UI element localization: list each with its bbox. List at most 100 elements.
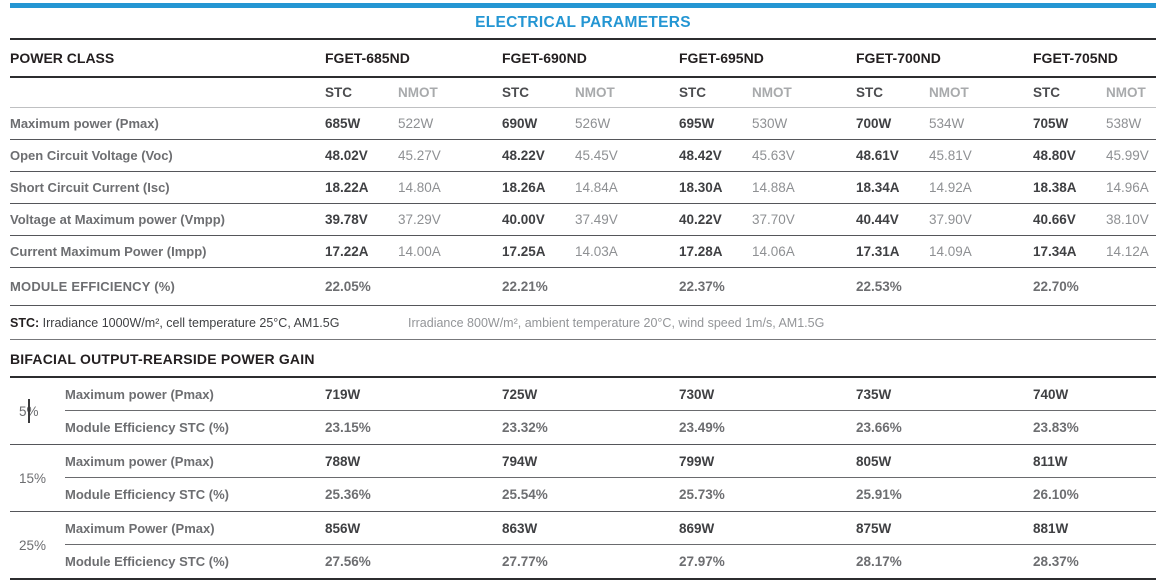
efficiency-value: 26.10% bbox=[1033, 487, 1079, 502]
stc-value: 48.80V bbox=[1033, 148, 1076, 163]
nmot-value: 538W bbox=[1106, 116, 1142, 131]
stc-value: 40.00V bbox=[502, 212, 545, 227]
table-row: Short Circuit Current (Isc) 18.22A 14.80… bbox=[10, 172, 1156, 204]
model-name: FGET-685ND bbox=[325, 50, 410, 66]
nmot-conditions-note: Irradiance 800W/m², ambient temperature … bbox=[408, 315, 825, 330]
nmot-header: NMOT bbox=[752, 85, 792, 100]
stc-value: 17.31A bbox=[856, 244, 900, 259]
efficiency-value: 28.17% bbox=[856, 554, 902, 569]
efficiency-value: 23.49% bbox=[679, 420, 725, 435]
stc-value: 18.34A bbox=[856, 180, 900, 195]
stc-value: 18.22A bbox=[325, 180, 369, 195]
row-label: Voltage at Maximum power (Vmpp) bbox=[10, 212, 226, 227]
stc-note-text: Irradiance 1000W/m², cell temperature 25… bbox=[39, 315, 340, 330]
nmot-value: 14.03A bbox=[575, 244, 618, 259]
pmax-value: 811W bbox=[1033, 454, 1068, 469]
efficiency-value: 27.56% bbox=[325, 554, 371, 569]
efficiency-value: 22.37% bbox=[679, 279, 725, 294]
nmot-value: 45.63V bbox=[752, 148, 795, 163]
efficiency-value: 25.91% bbox=[856, 487, 902, 502]
stc-value: 40.66V bbox=[1033, 212, 1076, 227]
bifacial-section-heading: BIFACIAL OUTPUT-REARSIDE POWER GAIN bbox=[10, 340, 1156, 378]
efficiency-value: 22.05% bbox=[325, 279, 371, 294]
pmax-value: 875W bbox=[856, 521, 892, 536]
stc-note-prefix: STC: bbox=[10, 315, 40, 330]
nmot-value: 45.45V bbox=[575, 148, 618, 163]
nmot-value: 38.10V bbox=[1106, 212, 1149, 227]
nmot-value: 45.99V bbox=[1106, 148, 1149, 163]
gain-label: 15% bbox=[10, 471, 65, 486]
datasheet-page: ELECTRICAL PARAMETERS POWER CLASS FGET-6… bbox=[0, 3, 1166, 580]
pmax-value: 881W bbox=[1033, 521, 1069, 536]
efficiency-value: 23.66% bbox=[856, 420, 902, 435]
row-label: Open Circuit Voltage (Voc) bbox=[10, 148, 173, 163]
conditions-footnote: STC: Irradiance 1000W/m², cell temperatu… bbox=[10, 306, 1156, 340]
accent-top-bar bbox=[10, 3, 1156, 8]
gain-value: 15% bbox=[19, 470, 47, 486]
efficiency-value: 27.77% bbox=[502, 554, 548, 569]
efficiency-value: 23.83% bbox=[1033, 420, 1079, 435]
stc-header: STC bbox=[502, 85, 529, 100]
nmot-value: 522W bbox=[398, 116, 434, 131]
pmax-value: 799W bbox=[679, 454, 715, 469]
pmax-value: 856W bbox=[325, 521, 361, 536]
nmot-header: NMOT bbox=[1106, 85, 1146, 100]
stc-value: 48.42V bbox=[679, 148, 722, 163]
nmot-value: 14.00A bbox=[398, 244, 441, 259]
pmax-value: 725W bbox=[502, 387, 538, 402]
module-efficiency-row: MODULE EFFICIENCY (%) 22.05% 22.21% 22.3… bbox=[10, 268, 1156, 306]
gain-label: 5% bbox=[10, 399, 65, 423]
bifacial-gain-group: 25% Maximum Power (Pmax) 856W 863W 869W … bbox=[10, 512, 1156, 580]
stc-value: 17.34A bbox=[1033, 244, 1077, 259]
stc-value: 40.22V bbox=[679, 212, 722, 227]
table-row: Voltage at Maximum power (Vmpp) 39.78V 3… bbox=[10, 204, 1156, 236]
nmot-value: 45.81V bbox=[929, 148, 972, 163]
nmot-header: NMOT bbox=[398, 85, 438, 100]
stc-conditions-note: STC: Irradiance 1000W/m², cell temperatu… bbox=[10, 316, 408, 330]
stc-header: STC bbox=[325, 85, 352, 100]
stc-value: 690W bbox=[502, 116, 538, 131]
stc-value: 17.28A bbox=[679, 244, 723, 259]
stc-value: 48.61V bbox=[856, 148, 899, 163]
nmot-value: 534W bbox=[929, 116, 965, 131]
stc-header: STC bbox=[679, 85, 706, 100]
efficiency-value: 22.21% bbox=[502, 279, 548, 294]
nmot-value: 14.12A bbox=[1106, 244, 1149, 259]
pmax-value: 730W bbox=[679, 387, 715, 402]
power-class-header-row: POWER CLASS FGET-685ND FGET-690ND FGET-6… bbox=[10, 40, 1156, 78]
pmax-value: 863W bbox=[502, 521, 538, 536]
stc-header: STC bbox=[856, 85, 883, 100]
nmot-header: NMOT bbox=[575, 85, 615, 100]
stc-value: 700W bbox=[856, 116, 892, 131]
stc-value: 40.44V bbox=[856, 212, 899, 227]
nmot-value: 37.90V bbox=[929, 212, 972, 227]
stc-value: 18.26A bbox=[502, 180, 546, 195]
efficiency-value: 22.70% bbox=[1033, 279, 1079, 294]
efficiency-value: 23.32% bbox=[502, 420, 548, 435]
model-name: FGET-700ND bbox=[856, 50, 941, 66]
row-divider bbox=[65, 410, 1156, 411]
efficiency-value: 22.53% bbox=[856, 279, 902, 294]
bifacial-gain-group: 5% Maximum power (Pmax) 719W 725W 730W 7… bbox=[10, 378, 1156, 445]
bifacial-gain-group: 15% Maximum power (Pmax) 788W 794W 799W … bbox=[10, 445, 1156, 512]
gain-value: 25% bbox=[19, 537, 47, 553]
pmax-value: 735W bbox=[856, 387, 892, 402]
nmot-value: 14.84A bbox=[575, 180, 618, 195]
stc-value: 39.78V bbox=[325, 212, 368, 227]
model-name: FGET-690ND bbox=[502, 50, 587, 66]
nmot-value: 526W bbox=[575, 116, 611, 131]
stc-header: STC bbox=[1033, 85, 1060, 100]
stc-value: 48.22V bbox=[502, 148, 545, 163]
stc-value: 17.22A bbox=[325, 244, 369, 259]
pmax-value: 788W bbox=[325, 454, 361, 469]
efficiency-value: 25.36% bbox=[325, 487, 371, 502]
row-divider bbox=[65, 477, 1156, 478]
table-row: Open Circuit Voltage (Voc) 48.02V 45.27V… bbox=[10, 140, 1156, 172]
row-label: Maximum power (Pmax) bbox=[10, 116, 159, 131]
row-label: Maximum Power (Pmax) bbox=[65, 521, 215, 536]
efficiency-value: 25.73% bbox=[679, 487, 725, 502]
efficiency-value: 23.15% bbox=[325, 420, 371, 435]
pmax-value: 869W bbox=[679, 521, 715, 536]
nmot-value: 14.09A bbox=[929, 244, 972, 259]
efficiency-value: 27.97% bbox=[679, 554, 725, 569]
